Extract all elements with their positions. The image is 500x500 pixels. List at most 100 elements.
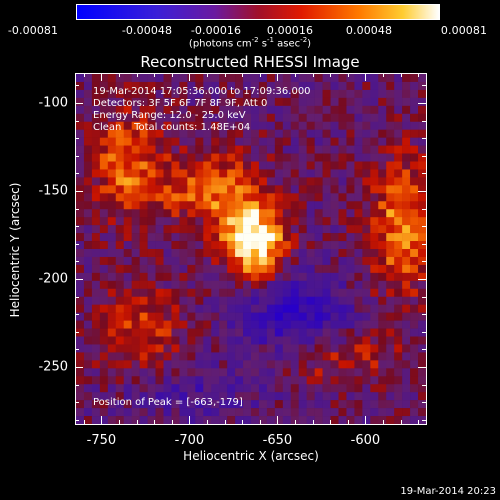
map-pixel	[410, 201, 419, 210]
map-pixel	[362, 312, 371, 321]
map-pixel	[290, 336, 300, 345]
map-pixel	[83, 97, 93, 107]
map-pixel	[298, 89, 307, 99]
map-pixel	[203, 272, 212, 282]
map-pixel	[258, 137, 268, 146]
map-pixel	[211, 368, 220, 377]
map-pixel	[131, 193, 140, 202]
map-pixel	[314, 153, 323, 162]
map-pixel	[346, 264, 355, 274]
map-pixel	[155, 400, 164, 409]
map-pixel	[187, 256, 196, 266]
map-pixel	[362, 81, 371, 91]
map-pixel	[338, 217, 347, 226]
map-pixel	[354, 320, 363, 329]
map-pixel	[123, 137, 132, 146]
map-pixel	[354, 304, 363, 313]
map-pixel	[370, 129, 379, 138]
map-pixel	[274, 137, 284, 146]
map-pixel	[306, 352, 315, 361]
map-pixel	[386, 129, 395, 138]
map-pixel	[139, 225, 148, 234]
map-pixel	[266, 209, 276, 218]
map-pixel	[298, 153, 307, 162]
map-pixel	[131, 312, 140, 321]
map-pixel	[378, 177, 387, 186]
map-pixel	[211, 217, 220, 226]
map-pixel	[282, 288, 292, 298]
map-pixel	[251, 201, 260, 210]
map-pixel	[306, 360, 315, 369]
map-pixel	[354, 113, 363, 123]
map-pixel	[99, 201, 109, 210]
map-pixel	[258, 161, 268, 170]
map-pixel	[171, 169, 180, 178]
map-pixel	[298, 81, 307, 91]
map-pixel	[251, 145, 260, 154]
map-pixel	[290, 400, 300, 409]
map-pixel	[155, 328, 164, 337]
map-pixel	[76, 288, 85, 298]
map-pixel	[394, 352, 403, 361]
map-pixel	[394, 384, 403, 393]
map-pixel	[155, 105, 164, 115]
map-pixel	[155, 288, 164, 298]
map-pixel	[251, 225, 260, 234]
map-pixel	[266, 296, 276, 305]
map-pixel	[131, 384, 140, 393]
map-pixel	[290, 185, 300, 194]
map-pixel	[107, 360, 117, 369]
map-pixel	[163, 256, 172, 266]
map-pixel	[107, 328, 117, 337]
map-pixel	[211, 89, 220, 99]
map-pixel	[171, 217, 180, 226]
map-pixel	[251, 217, 260, 226]
map-pixel	[139, 368, 148, 377]
map-pixel	[402, 121, 411, 130]
map-pixel	[306, 272, 315, 282]
map-pixel	[290, 384, 300, 393]
map-pixel	[187, 145, 196, 154]
map-pixel	[219, 81, 228, 91]
axis-tick-mark	[365, 416, 367, 424]
map-pixel	[378, 217, 387, 226]
map-pixel	[370, 105, 379, 115]
map-pixel	[251, 105, 260, 115]
map-pixel	[187, 97, 196, 107]
axis-tick-mark	[75, 296, 79, 298]
map-pixel	[274, 249, 284, 258]
map-pixel	[346, 105, 355, 115]
map-pixel	[76, 344, 85, 353]
map-pixel	[91, 256, 101, 266]
map-pixel	[362, 201, 371, 210]
map-pixel	[251, 153, 260, 162]
map-pixel	[394, 97, 403, 107]
map-pixel	[362, 193, 371, 202]
map-pixel	[338, 113, 347, 123]
map-pixel	[219, 161, 228, 170]
map-pixel	[330, 81, 339, 91]
map-pixel	[314, 280, 323, 290]
map-pixel	[131, 113, 140, 123]
map-pixel	[171, 288, 180, 298]
map-pixel	[179, 344, 188, 353]
map-pixel	[370, 209, 379, 218]
map-pixel	[290, 320, 300, 329]
map-pixel	[163, 153, 172, 162]
map-pixel	[243, 177, 252, 186]
map-pixel	[243, 217, 252, 226]
map-pixel	[139, 320, 148, 329]
map-pixel	[123, 256, 132, 266]
map-pixel	[163, 368, 172, 377]
map-pixel	[322, 193, 331, 202]
map-pixel	[251, 272, 260, 282]
map-pixel	[298, 416, 307, 424]
map-pixel	[330, 145, 339, 154]
map-pixel	[394, 201, 403, 210]
map-pixel	[354, 193, 363, 202]
map-pixel	[179, 400, 188, 409]
colorbar-tick-label: -0.00016	[190, 24, 242, 37]
axis-tick-mark	[422, 419, 426, 421]
map-pixel	[290, 272, 300, 282]
map-pixel	[418, 304, 426, 313]
